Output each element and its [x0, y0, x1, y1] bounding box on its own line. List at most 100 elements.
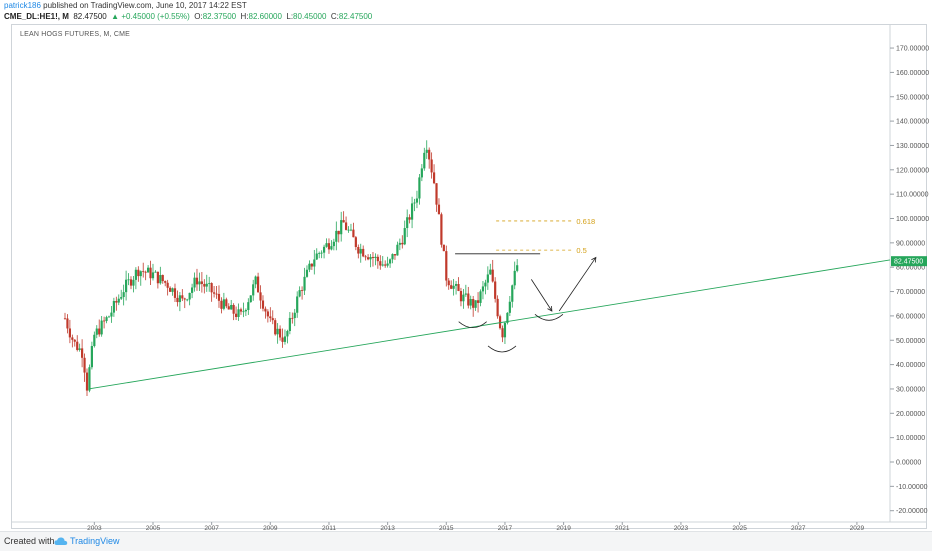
candle-up [391, 254, 394, 260]
candle-down [264, 308, 267, 312]
candle-down [217, 293, 221, 301]
candle-up [410, 203, 414, 220]
username-link[interactable]: patrick186 [4, 1, 41, 10]
candle-up [474, 300, 477, 308]
candle-down [149, 267, 152, 279]
candle-down [371, 256, 375, 258]
candle-up [349, 229, 353, 231]
publish-info: patrick186 published on TradingView.com,… [4, 1, 247, 11]
candle-up [205, 283, 208, 287]
candle-up [308, 263, 311, 270]
candle-up [318, 253, 321, 254]
candle-up [325, 243, 328, 247]
candle-up [415, 198, 419, 203]
x-tick-label: 2009 [263, 525, 278, 531]
candle-up [320, 252, 323, 254]
candle-up [237, 309, 240, 317]
candle-up [452, 285, 455, 289]
x-tick-label: 2021 [615, 525, 630, 531]
arrow-head-icon [547, 306, 553, 312]
y-tick-label: 30.00000 [896, 386, 925, 393]
candle-down [212, 292, 216, 294]
footer: Created with TradingView [0, 531, 932, 551]
candle-down [173, 288, 177, 298]
candle-down [259, 292, 262, 301]
candle-down [364, 256, 367, 258]
candle-up [503, 322, 507, 338]
candle-up [305, 269, 309, 277]
candle-down [437, 204, 441, 215]
candle-up [151, 272, 155, 279]
candle-down [440, 214, 443, 245]
candle-down [137, 269, 140, 277]
x-tick-label: 2015 [439, 525, 454, 531]
candle-up [381, 264, 384, 266]
candle-down [210, 283, 213, 293]
y-tick-label: 140.00000 [896, 119, 929, 126]
candle-up [420, 168, 423, 178]
candle-down [281, 337, 284, 342]
candle-up [252, 284, 255, 296]
last-price-tag [891, 256, 927, 267]
candle-down [357, 247, 360, 254]
candle-down [476, 300, 480, 303]
x-tick-label: 2007 [204, 525, 219, 531]
open-label: O: [194, 12, 203, 21]
x-tick-label: 2013 [380, 525, 395, 531]
x-tick-label: 2005 [146, 525, 161, 531]
candle-up [230, 304, 233, 310]
candle-down [327, 243, 331, 250]
candle-down [457, 284, 460, 291]
last-price: 82.47500 [73, 12, 107, 21]
candle-down [176, 297, 179, 303]
candle-up [396, 244, 399, 256]
candle-down [467, 293, 470, 306]
x-tick-label: 2019 [556, 525, 571, 531]
y-tick-label: 100.00000 [896, 216, 929, 223]
low-value: 80.45000 [293, 12, 327, 21]
candle-down [354, 237, 357, 248]
candle-up [208, 283, 211, 284]
candle-up [486, 274, 489, 283]
open-value: 82.37500 [202, 12, 237, 21]
candle-up [78, 348, 81, 350]
arrow-line [558, 257, 597, 312]
candle-down [73, 339, 76, 342]
candle-down [220, 300, 223, 309]
candle-up [462, 294, 465, 302]
candle-up [315, 253, 318, 260]
change-value: ▲ +0.45000 (+0.55%) [111, 12, 190, 21]
price-chart[interactable]: -20.00000 -10.00000 0.00000 10.00000 20.0000… [0, 0, 932, 531]
arrow-line [531, 279, 553, 312]
y-tick-label: 160.00000 [896, 70, 929, 77]
candle-down [129, 279, 133, 286]
chart-title: LEAN HOGS FUTURES, M, CME [20, 31, 131, 38]
y-tick-label: 70.00000 [896, 289, 925, 296]
y-tick-label: 120.00000 [896, 167, 929, 174]
pattern-arc [458, 321, 487, 329]
candle-up [322, 246, 326, 253]
candle-up [222, 299, 225, 309]
candle-up [134, 269, 137, 280]
trendline [88, 259, 891, 390]
candle-up [247, 302, 250, 310]
candle-up [388, 259, 392, 264]
candle-up [122, 292, 125, 298]
candle-down [256, 276, 260, 293]
candle-down [68, 328, 71, 338]
y-tick-label: 130.00000 [896, 143, 929, 150]
candle-down [195, 277, 199, 285]
candle-down [337, 230, 340, 235]
candle-up [93, 334, 96, 347]
tradingview-brand-link[interactable]: TradingView [70, 536, 120, 546]
candle-down [103, 320, 106, 322]
candle-up [508, 301, 511, 313]
candle-down [496, 298, 499, 317]
candle-down [432, 172, 436, 184]
created-with-text: Created with [4, 536, 55, 546]
candle-up [484, 282, 487, 287]
candle-up [159, 275, 162, 284]
candle-down [491, 269, 494, 282]
candle-down [376, 256, 379, 262]
candle-down [181, 295, 184, 299]
